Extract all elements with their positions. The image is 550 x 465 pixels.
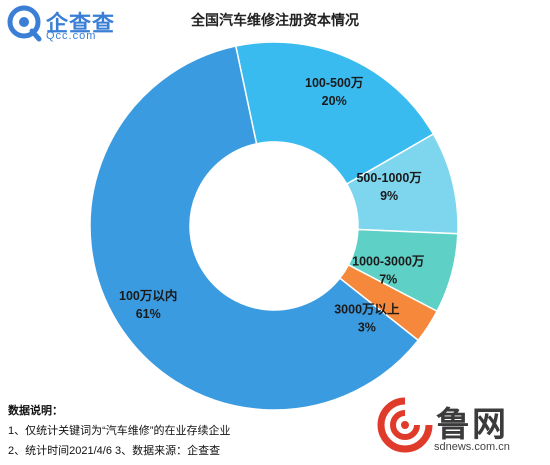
slice-label-3: 3000万以上	[334, 301, 400, 316]
slice-label-2: 1000-3000万	[352, 254, 424, 268]
slice-label-0: 100-500万	[305, 76, 363, 90]
notes-line-1: 1、仅统计关键词为“汽车维修”的在业存续企业	[8, 425, 231, 437]
chart-title: 全国汽车维修注册资本情况	[191, 12, 359, 28]
slice-label-1: 500-1000万	[356, 171, 421, 185]
watermark-name: 鲁网	[436, 405, 508, 445]
qcc-logo: 企查查 Qcc.com	[6, 4, 126, 44]
logo-name: 企查查	[46, 12, 116, 37]
donut-labels: 100-500万 20% 500-1000万 9% 1000-3000万 7% 3000万以…	[119, 76, 424, 335]
slice-value-0: 20%	[322, 94, 347, 108]
qcc-logo-icon	[7, 5, 42, 42]
slice-label-4: 100万以内	[119, 288, 177, 303]
notes-line-2: 2、统计时间2021/4/6 3、数据来源：企查查	[8, 445, 221, 457]
sdnews-logo-icon	[377, 397, 433, 453]
sdnews-watermark: 鲁网 sdnews.com.cn	[376, 395, 546, 463]
slice-value-2: 7%	[379, 272, 397, 286]
donut-slice-4	[89, 45, 420, 411]
slice-value-1: 9%	[380, 189, 398, 203]
notes-heading: 数据说明：	[8, 405, 63, 417]
logo-domain: Qcc.com	[46, 30, 97, 42]
data-notes: 数据说明： 1、仅统计关键词为“汽车维修”的在业存续企业 2、统计时间2021/…	[8, 401, 230, 461]
slice-value-4: 61%	[136, 307, 161, 321]
donut-slice-0	[234, 41, 435, 186]
donut-slices	[89, 41, 459, 411]
watermark-domain: sdnews.com.cn	[434, 441, 510, 453]
slice-value-3: 3%	[358, 320, 376, 334]
